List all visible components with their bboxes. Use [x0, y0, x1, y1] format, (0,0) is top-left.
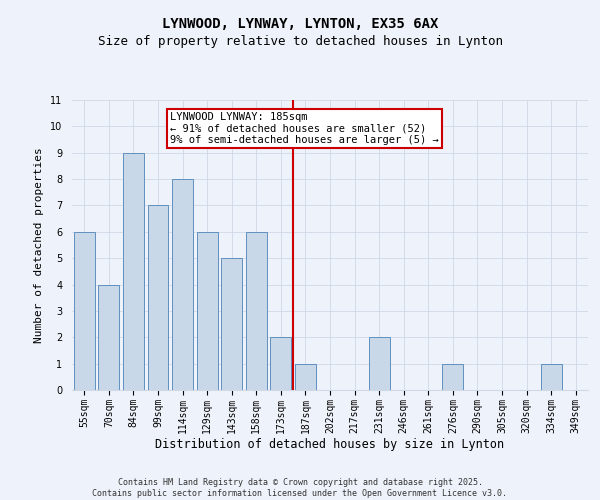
Text: Contains HM Land Registry data © Crown copyright and database right 2025.
Contai: Contains HM Land Registry data © Crown c… [92, 478, 508, 498]
Bar [123, 152, 144, 390]
Text: Size of property relative to detached houses in Lynton: Size of property relative to detached ho… [97, 35, 503, 48]
Text: LYNWOOD LYNWAY: 185sqm
← 91% of detached houses are smaller (52)
9% of semi-deta: LYNWOOD LYNWAY: 185sqm ← 91% of detached… [170, 112, 439, 145]
Text: LYNWOOD, LYNWAY, LYNTON, EX35 6AX: LYNWOOD, LYNWAY, LYNTON, EX35 6AX [162, 18, 438, 32]
Bar [442, 364, 463, 390]
Bar [148, 206, 169, 390]
Y-axis label: Number of detached properties: Number of detached properties [34, 147, 44, 343]
Bar [98, 284, 119, 390]
X-axis label: Distribution of detached houses by size in Lynton: Distribution of detached houses by size … [155, 438, 505, 452]
Bar [541, 364, 562, 390]
Bar [74, 232, 95, 390]
Bar [246, 232, 267, 390]
Bar [221, 258, 242, 390]
Bar [271, 338, 292, 390]
Bar [197, 232, 218, 390]
Bar [295, 364, 316, 390]
Bar [172, 179, 193, 390]
Bar [368, 338, 389, 390]
